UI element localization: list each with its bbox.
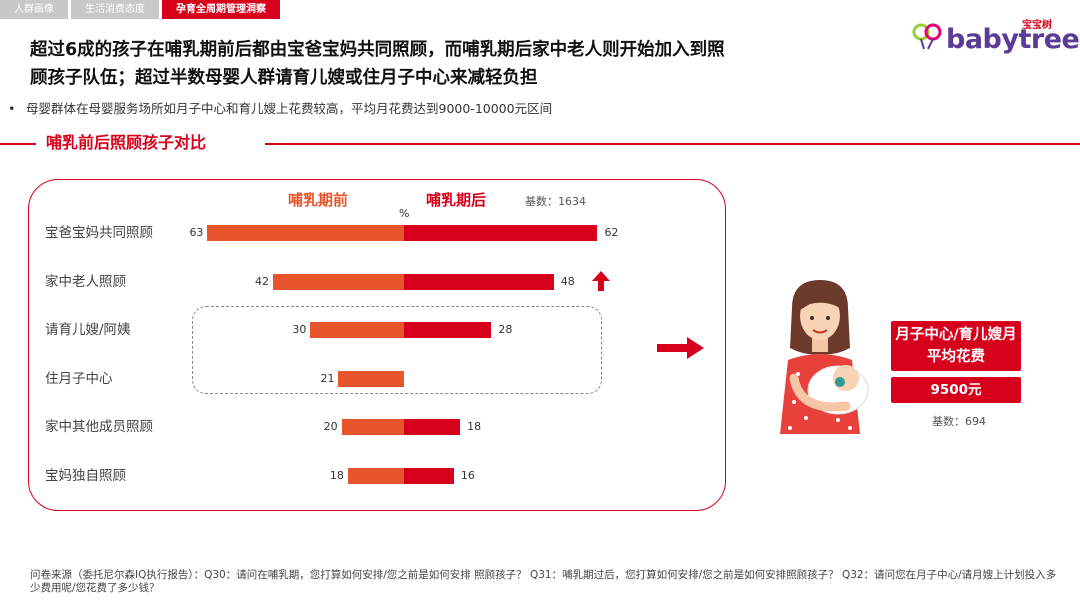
spend-callout: 月子中心/育儿嫂月平均花费 9500元 [891,321,1021,403]
bar-after [404,467,454,484]
value-label-after: 48 [560,274,575,288]
headline-line-2: 顾孩子队伍；超过半数母婴人群请育儿嫂或住月子中心来减轻负担 [30,68,538,88]
bullet-marker: • [8,101,16,116]
chart-panel [28,179,726,511]
value-label-before: 20 [323,420,338,433]
page-headline: 超过6成的孩子在哺乳期前后都由宝爸宝妈共同照顾，而哺乳期后家中老人则开始加入到照… [30,36,850,92]
tab-persona[interactable]: 人群画像 [0,0,68,19]
value-label-before: 18 [329,468,344,482]
right-arrow-icon [657,337,704,359]
bullet-text: 母婴群体在母婴服务场所如月子中心和育儿嫂上花费较高，平均月花费达到9000-10… [26,101,553,116]
chart-base-label: 基数：1634 [525,195,586,208]
logo-balloon-icon [912,23,942,50]
legend-after: 哺乳期后 [426,191,487,209]
bar-before [310,322,404,338]
bar-before [341,419,404,435]
bar-after [404,273,554,290]
callout-base-label: 基数：694 [932,415,986,428]
section-rule-right [265,143,1080,145]
legend-before: 哺乳期前 [288,191,349,209]
category-label: 住月子中心 [45,370,113,387]
mother-holding-baby-illustration [780,280,869,434]
dashed-highlight-box [192,306,602,394]
tab-pregnancy-management[interactable]: 孕育全周期管理洞察 [162,0,280,19]
value-label-after: 18 [467,420,482,433]
logo-cn-text: 宝宝树 [1022,20,1052,31]
logo-text: babytree [946,24,1080,55]
headline-line-1: 超过6成的孩子在哺乳期前后都由宝爸宝妈共同照顾，而哺乳期后家中老人则开始加入到照 [30,40,725,60]
value-label-before: 42 [254,274,269,288]
bar-before [207,225,404,241]
value-label-before: 63 [189,226,204,239]
section-header: 哺乳前后照顾孩子对比 [0,130,1080,156]
category-label: 家中老人照顾 [45,273,126,290]
section-rule-left [0,143,36,145]
summary-bullet: • 母婴群体在母婴服务场所如月子中心和育儿嫂上花费较高，平均月花费达到9000-1… [8,98,552,117]
value-label-before: 30 [292,323,307,336]
bar-after [404,322,492,338]
tab-lifestyle[interactable]: 生活消费态度 [71,0,159,19]
bar-before [347,467,404,484]
spend-callout-value: 9500元 [891,377,1021,403]
tab-bar: 人群画像 生活消费态度 孕育全周期管理洞察 [0,0,283,19]
bar-after [404,419,461,435]
category-label: 家中其他成员照顾 [45,419,153,435]
source-footnote: 问卷来源（委托尼尔森IQ执行报告）：Q30：请问在哺乳期，您打算如何安排/您之前… [30,569,1057,594]
value-label-after: 28 [498,323,513,336]
category-label: 宝爸宝妈共同照顾 [45,225,153,241]
category-label: 宝妈独自照顾 [45,467,126,484]
category-label: 请育儿嫂/阿姨 [45,322,131,338]
value-label-after: 16 [460,468,475,482]
spend-callout-title: 月子中心/育儿嫂月平均花费 [891,321,1021,371]
babytree-logo: babytree 宝宝树 [912,16,1080,56]
bar-before [272,273,404,290]
bar-after [404,225,598,241]
value-label-after: 62 [604,226,619,239]
unit-label: % [399,207,410,220]
section-title: 哺乳前后照顾孩子对比 [46,133,207,152]
value-label-before: 21 [320,371,335,385]
up-arrow-icon [592,271,610,291]
bar-before [338,370,404,387]
